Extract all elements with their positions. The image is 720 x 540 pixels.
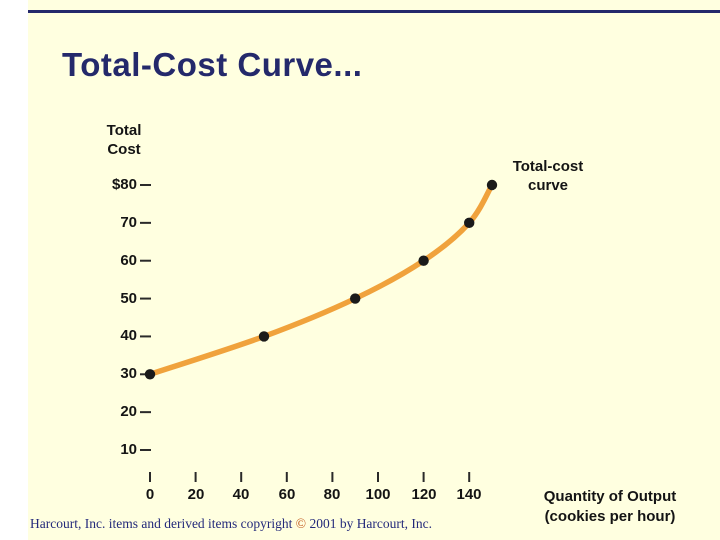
y-axis-title-line2: Cost	[107, 141, 141, 158]
data-point	[464, 217, 475, 229]
data-point	[258, 331, 270, 342]
data-point	[144, 369, 156, 380]
data-point	[350, 293, 361, 304]
curve-annotation: Total-cost curve	[500, 157, 596, 195]
top-accent-rule	[28, 10, 720, 13]
data-point	[486, 179, 498, 191]
copyright-text-pre: Harcourt, Inc. items and derived items c…	[30, 516, 296, 531]
copyright-symbol: ©	[295, 516, 307, 531]
y-axis-title-line1: Total	[106, 122, 142, 139]
data-point	[418, 255, 429, 266]
copyright-footer: Harcourt, Inc. items and derived items c…	[30, 516, 432, 532]
total-cost-curve	[147, 182, 495, 378]
x-axis-title-line2: (cookies per hour)	[544, 508, 676, 525]
slide-title: Total-Cost Curve...	[62, 46, 363, 83]
copyright-text-post: 2001 by Harcourt, Inc.	[306, 516, 433, 531]
curve-annotation-line2: curve	[527, 177, 569, 194]
curve-annotation-line1: Total-cost	[512, 158, 584, 175]
x-axis-title-line1: Quantity of Output	[543, 488, 677, 505]
x-axis-title: Quantity of Output (cookies per hour)	[512, 487, 708, 527]
y-axis-title: Total Cost	[97, 121, 151, 159]
